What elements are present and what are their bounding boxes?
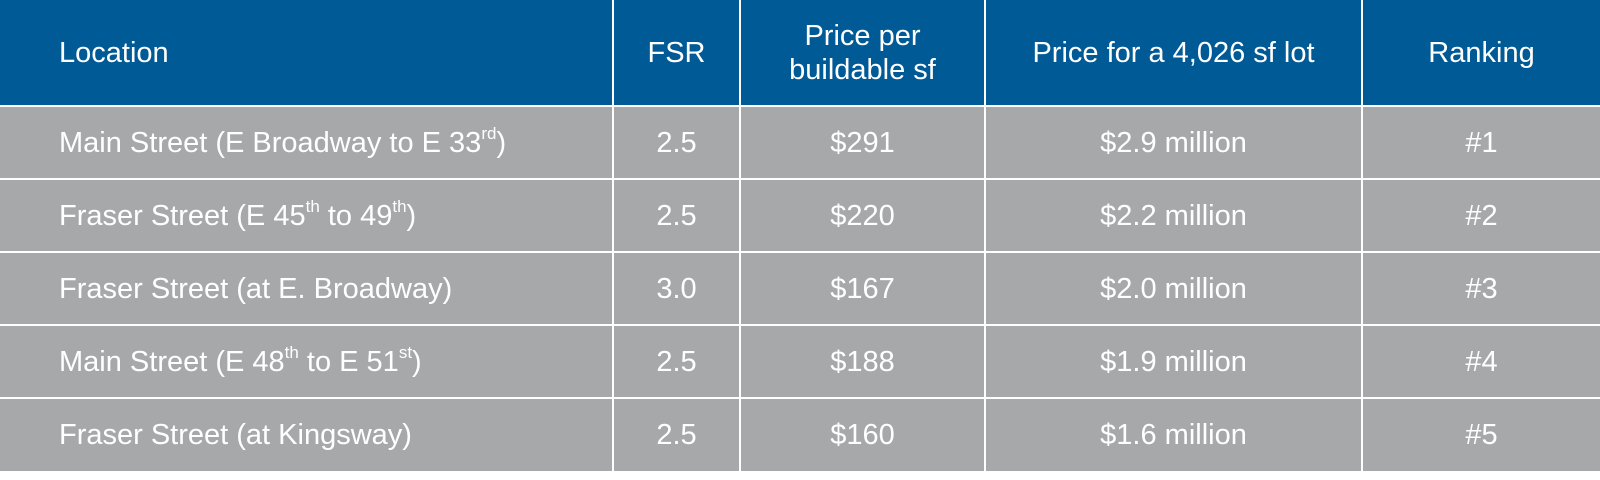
table-row: Main Street (E 48th to E 51st) 2.5 $188 …	[0, 324, 1600, 399]
location-cell: Main Street (E Broadway to E 33rd)	[0, 105, 614, 180]
header-ranking-label: Ranking	[1428, 36, 1535, 69]
location-text-end: )	[406, 199, 417, 232]
table-row: Main Street (E Broadway to E 33rd) 2.5 $…	[0, 105, 1600, 180]
ordinal-suffix: st	[398, 342, 413, 362]
header-fsr: FSR	[612, 0, 741, 107]
ranking-cell: #4	[1361, 324, 1600, 399]
header-price-per-sf-line2: buildable sf	[789, 53, 936, 86]
header-location-label: Location	[59, 36, 169, 69]
table-body: Main Street (E Broadway to E 33rd) 2.5 $…	[0, 105, 1600, 471]
fsr-cell: 2.5	[612, 178, 741, 253]
lot-price-cell: $1.9 million	[984, 324, 1363, 399]
lot-price-cell: $2.9 million	[984, 105, 1363, 180]
location-text-end: )	[412, 345, 422, 378]
location-text: Fraser Street (at Kingsway)	[59, 419, 412, 451]
fsr-cell: 2.5	[612, 105, 741, 180]
lot-price-cell: $2.2 million	[984, 178, 1363, 253]
price-per-sf-cell: $188	[739, 324, 986, 399]
lot-price-cell: $2.0 million	[984, 251, 1363, 326]
table-row: Fraser Street (at E. Broadway) 3.0 $167 …	[0, 251, 1600, 326]
header-price-per-sf: Price per buildable sf	[739, 0, 986, 107]
price-per-sf-cell: $220	[739, 178, 986, 253]
lot-price-cell: $1.6 million	[984, 397, 1363, 471]
table-header: Location FSR Price per buildable sf Pric…	[0, 0, 1600, 107]
location-text-middle: to 49	[319, 199, 393, 232]
ordinal-suffix: th	[305, 196, 320, 216]
fsr-cell: 2.5	[612, 324, 741, 399]
location-text: Fraser Street (E 45	[59, 199, 306, 232]
fsr-cell: 3.0	[612, 251, 741, 326]
location-text: Main Street (E 48	[59, 345, 285, 378]
header-fsr-label: FSR	[647, 36, 706, 69]
location-text: Main Street (E Broadway to E 33	[59, 126, 482, 159]
table-row: Fraser Street (at Kingsway) 2.5 $160 $1.…	[0, 397, 1600, 471]
ranking-cell: #1	[1361, 105, 1600, 180]
location-cell: Main Street (E 48th to E 51st)	[0, 324, 614, 399]
location-text: Fraser Street (at E. Broadway)	[59, 272, 453, 305]
price-per-sf-cell: $291	[739, 105, 986, 180]
location-cell: Fraser Street (at Kingsway)	[0, 397, 614, 471]
header-location: Location	[0, 0, 614, 107]
ranking-cell: #3	[1361, 251, 1600, 326]
header-price-per-sf-line1: Price per	[804, 19, 921, 52]
price-per-sf-cell: $167	[739, 251, 986, 326]
table-row: Fraser Street (E 45th to 49th) 2.5 $220 …	[0, 178, 1600, 253]
ranking-cell: #2	[1361, 178, 1600, 253]
ordinal-suffix: th	[284, 342, 299, 362]
location-text-end: )	[496, 126, 507, 159]
header-row: Location FSR Price per buildable sf Pric…	[0, 0, 1600, 107]
location-cell: Fraser Street (at E. Broadway)	[0, 251, 614, 326]
ordinal-suffix: rd	[481, 123, 497, 143]
location-cell: Fraser Street (E 45th to 49th)	[0, 178, 614, 253]
ranking-cell: #5	[1361, 397, 1600, 471]
header-lot-price: Price for a 4,026 sf lot	[984, 0, 1363, 107]
header-ranking: Ranking	[1361, 0, 1600, 107]
fsr-cell: 2.5	[612, 397, 741, 471]
ordinal-suffix: th	[392, 196, 407, 216]
price-per-sf-cell: $160	[739, 397, 986, 471]
location-text-middle: to E 51	[298, 345, 399, 378]
header-lot-price-label: Price for a 4,026 sf lot	[1032, 36, 1315, 69]
